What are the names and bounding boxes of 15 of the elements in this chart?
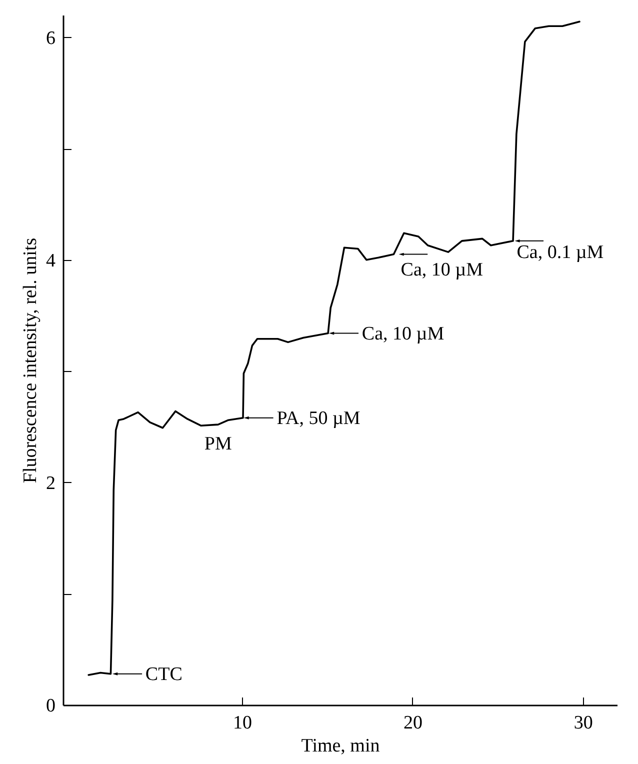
y-tick-label: 6 [46,28,56,49]
annotation: Ca, 0.1 µM [516,242,604,263]
y-tick-label: 0 [46,696,56,716]
annotation: CTC [145,664,182,685]
x-tick-label: 30 [574,712,593,734]
annotation: PM [204,434,232,455]
y-tick-label: 2 [46,472,56,494]
annotation: Ca, 10 µM [362,323,444,344]
annotation: PA, 50 µM [276,408,360,429]
x-tick-label: 20 [403,712,422,734]
y-tick-label: 4 [46,250,56,272]
x-axis-title: Time, min [301,736,380,756]
annotation: Ca, 10 µM [400,259,484,280]
y-axis-title: Fluorescence intensity, rel. units [20,238,41,484]
x-tick-label: 10 [232,712,252,734]
